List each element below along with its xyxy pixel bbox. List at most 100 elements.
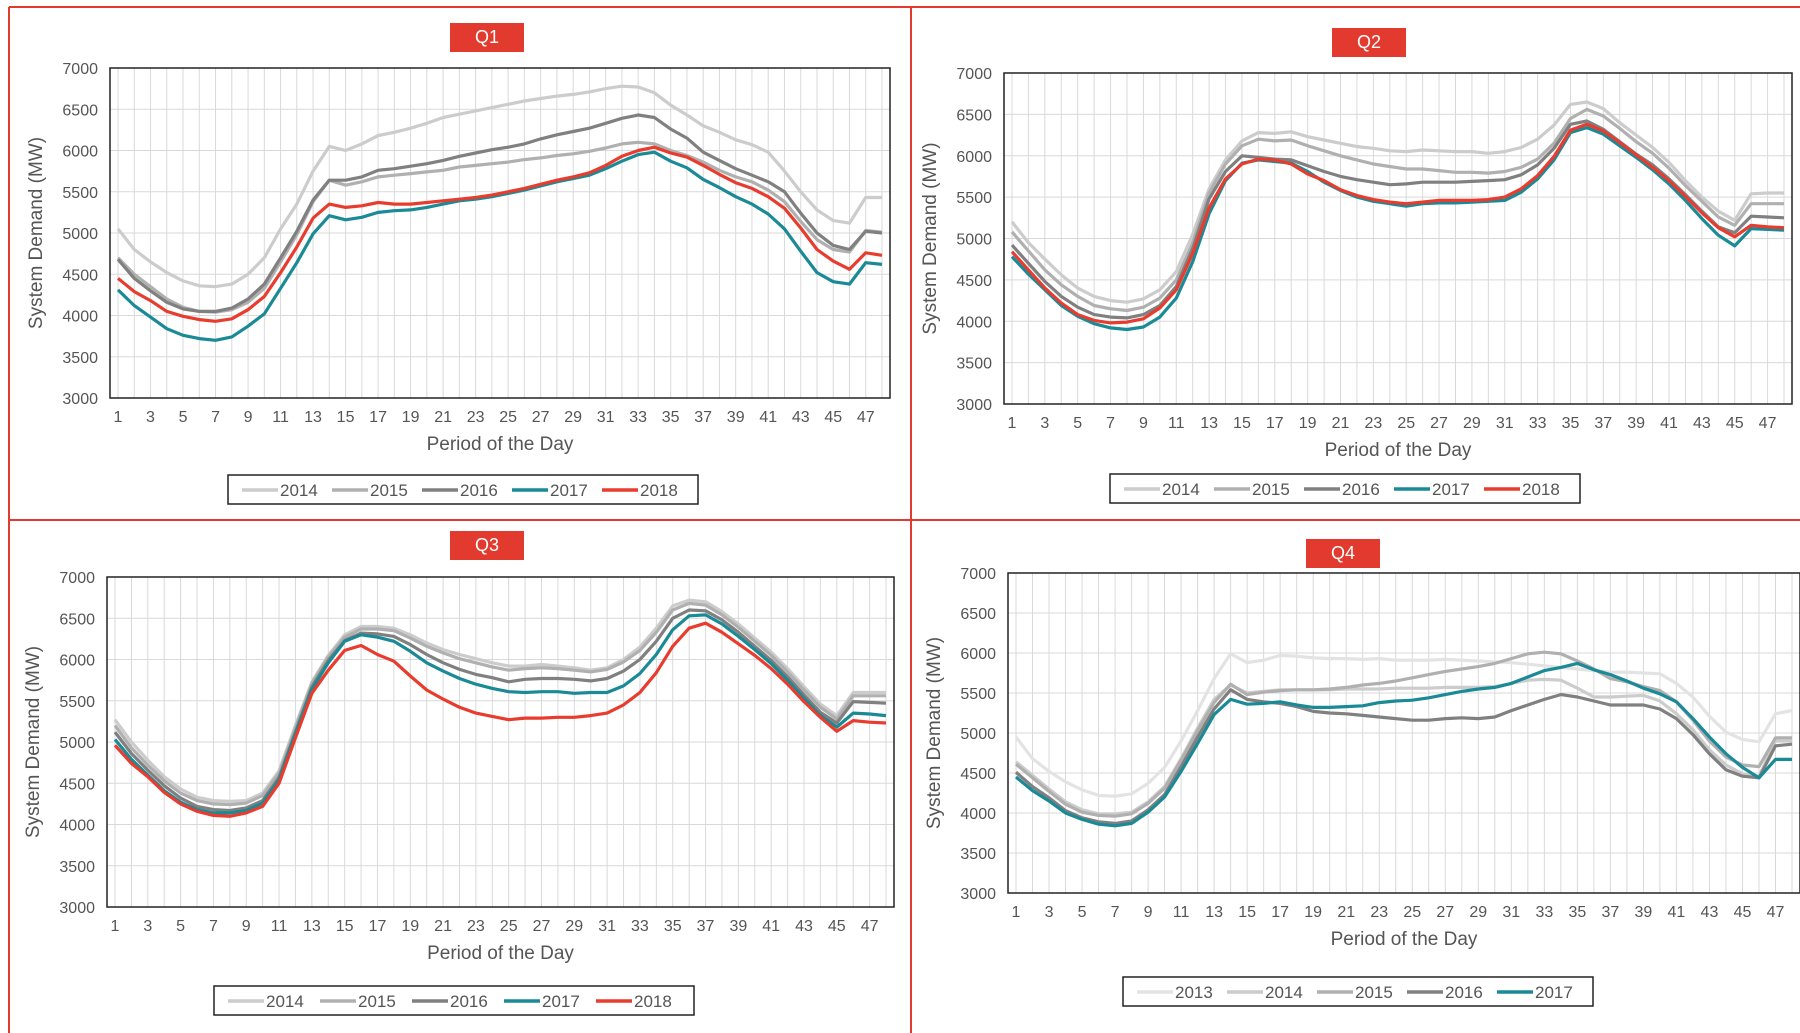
- x-tick-label: 43: [1693, 415, 1711, 432]
- plot-border: [109, 67, 891, 399]
- x-axis-label: Period of the Day: [427, 434, 574, 455]
- y-axis-label: System Demand (MW): [920, 142, 941, 334]
- y-tick-label: 6000: [62, 144, 98, 161]
- x-tick-label: 13: [303, 918, 321, 935]
- y-tick-label: 7000: [956, 66, 992, 83]
- title-badge: [450, 23, 524, 52]
- x-tick-label: 25: [500, 918, 518, 935]
- legend-label-2018: 2018: [640, 481, 678, 500]
- y-tick-label: 6000: [956, 149, 992, 166]
- y-tick-label: 4000: [960, 806, 996, 823]
- x-tick-label: 37: [697, 918, 715, 935]
- x-tick-label: 33: [629, 409, 647, 426]
- x-tick-label: 37: [1594, 415, 1612, 432]
- x-tick-label: 9: [244, 409, 253, 426]
- x-tick-label: 39: [1627, 415, 1645, 432]
- x-tick-label: 11: [271, 918, 288, 935]
- x-tick-label: 33: [631, 918, 649, 935]
- y-tick-label: 6500: [960, 606, 996, 623]
- chart-panel-q3: Q3 3000 3500 4000 4500 5000 5500 6000 6500 7000 1 3…: [10, 521, 910, 1033]
- x-tick-label: 41: [1668, 904, 1686, 921]
- y-tick-label: 4000: [62, 309, 98, 326]
- x-tick-label: 17: [1271, 904, 1289, 921]
- y-tick-label: 5500: [956, 190, 992, 207]
- x-tick-label: 23: [1370, 904, 1388, 921]
- x-tick-label: 41: [759, 409, 777, 426]
- chart-title: Q3: [475, 535, 499, 555]
- legend-label-2017: 2017: [1432, 480, 1470, 499]
- legend-label-2014: 2014: [1265, 983, 1303, 1002]
- y-tick-label: 5500: [960, 686, 996, 703]
- x-tick-label: 1: [1012, 904, 1021, 921]
- series-line-2018: [113, 621, 887, 818]
- series-line-2014: [113, 598, 886, 803]
- x-tick-label: 17: [369, 409, 387, 426]
- y-tick-label: 4500: [59, 776, 95, 793]
- x-tick-label: 37: [694, 409, 712, 426]
- legend: 2014 2015 2016 2017 2018: [1109, 473, 1581, 504]
- y-tick-label: 3500: [62, 350, 98, 367]
- y-tick-label: 5000: [960, 726, 996, 743]
- x-tick-label: 21: [1332, 415, 1350, 432]
- x-tick-label: 15: [1233, 415, 1251, 432]
- x-tick-label: 35: [662, 409, 680, 426]
- x-tick-label: 7: [211, 409, 220, 426]
- x-tick-label: 29: [564, 409, 582, 426]
- x-tick-label: 47: [861, 918, 879, 935]
- x-tick-label: 23: [1364, 415, 1382, 432]
- x-axis-label: Period of the Day: [1331, 929, 1478, 950]
- plot-border: [1003, 72, 1793, 405]
- x-tick-label: 17: [1266, 415, 1284, 432]
- series-line-2016: [113, 608, 887, 813]
- x-tick-label: 3: [1045, 904, 1054, 921]
- x-tick-label: 45: [824, 409, 842, 426]
- x-tick-label: 31: [1502, 904, 1520, 921]
- x-tick-label: 5: [176, 918, 185, 935]
- legend-label-2015: 2015: [1355, 983, 1393, 1002]
- series-line-2018: [116, 145, 883, 323]
- legend-label-2017: 2017: [550, 481, 588, 500]
- series-line-2015: [113, 601, 886, 807]
- x-tick-label: 19: [1299, 415, 1317, 432]
- legend-label-2015: 2015: [358, 992, 396, 1011]
- title-badge: [450, 531, 524, 560]
- x-tick-label: 39: [727, 409, 745, 426]
- series-line-2014: [116, 84, 882, 289]
- chart-panel-q4: Q4 3000 3500 4000 4500 5000 5500 6000 6500 7000 1 3…: [912, 521, 1800, 1033]
- y-tick-label: 7000: [59, 570, 95, 587]
- series-line-2016: [116, 113, 883, 313]
- x-tick-label: 3: [1040, 415, 1049, 432]
- series-line-2017: [1010, 125, 1785, 332]
- x-tick-label: 13: [1205, 904, 1223, 921]
- series-line-2017: [1014, 661, 1792, 828]
- legend-label-2016: 2016: [460, 481, 498, 500]
- x-tick-label: 11: [1173, 904, 1190, 921]
- y-tick-label: 7000: [960, 566, 996, 583]
- x-tick-label: 27: [1436, 904, 1454, 921]
- x-tick-label: 19: [1304, 904, 1322, 921]
- series-line-2018: [1010, 122, 1785, 325]
- x-tick-label: 35: [1568, 904, 1586, 921]
- series-line-2016: [1014, 688, 1793, 825]
- chart-title: Q2: [1357, 32, 1381, 52]
- y-tick-label: 4500: [956, 273, 992, 290]
- x-tick-label: 15: [336, 918, 354, 935]
- series-line-2015: [116, 140, 883, 314]
- x-tick-label: 15: [1238, 904, 1256, 921]
- x-tick-label: 7: [209, 918, 218, 935]
- title-badge: [1306, 539, 1380, 568]
- x-tick-label: 3: [146, 409, 155, 426]
- title-badge: [1332, 28, 1406, 57]
- x-tick-label: 15: [337, 409, 355, 426]
- x-tick-label: 47: [857, 409, 875, 426]
- x-tick-label: 43: [792, 409, 810, 426]
- y-tick-label: 5500: [59, 694, 95, 711]
- legend-label-2016: 2016: [1445, 983, 1483, 1002]
- y-tick-label: 5500: [62, 185, 98, 202]
- legend-label-2017: 2017: [542, 992, 580, 1011]
- x-tick-label: 43: [795, 918, 813, 935]
- x-tick-label: 5: [1073, 415, 1082, 432]
